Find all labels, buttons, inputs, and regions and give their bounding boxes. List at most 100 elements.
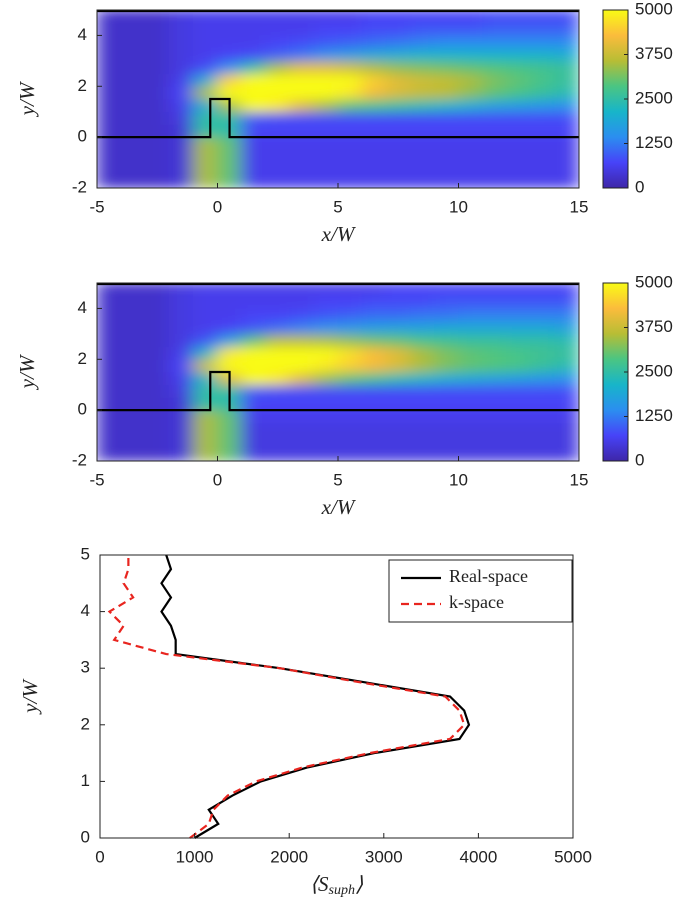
- heat-cell: [192, 162, 218, 176]
- heat-cell: [97, 435, 122, 449]
- heat-cell: [337, 149, 363, 164]
- heat-cell: [313, 384, 339, 398]
- heat-cell: [120, 307, 146, 322]
- heat-cell: [241, 10, 267, 24]
- heat-cell: [458, 149, 484, 164]
- heat-cell: [506, 149, 532, 164]
- heat-cell: [241, 358, 267, 373]
- heat-cell: [385, 47, 411, 62]
- heat-cell: [97, 358, 122, 373]
- colorbar-tick-label: 3750: [635, 44, 673, 63]
- heat-cell: [506, 371, 532, 386]
- heat-cell: [265, 22, 291, 36]
- heat-cell: [458, 358, 484, 373]
- y-tick-label: 4: [78, 25, 87, 44]
- heat-cell: [168, 320, 194, 335]
- heat-cell: [217, 85, 243, 100]
- x-axis-label: x/W: [321, 222, 357, 246]
- heat-cell: [361, 73, 387, 87]
- heat-cell: [265, 295, 291, 309]
- heat-cell: [530, 149, 556, 164]
- heat-cell: [361, 295, 387, 309]
- legend-label: k-space: [449, 592, 504, 612]
- heat-cell: [361, 174, 387, 188]
- heat-cell: [409, 283, 435, 297]
- heat-cell: [192, 333, 218, 348]
- heat-cell: [192, 283, 218, 297]
- x-tick-label: 0: [95, 847, 104, 866]
- heat-cell: [458, 371, 484, 386]
- heat-cell: [120, 123, 146, 138]
- heat-cell: [409, 422, 435, 437]
- heat-cell: [168, 346, 194, 360]
- heat-cell: [458, 136, 484, 151]
- heat-cell: [144, 162, 170, 176]
- heat-cell: [458, 85, 484, 100]
- heat-cell: [530, 47, 556, 62]
- axes-box: [96, 9, 580, 189]
- heat-cell: [506, 447, 532, 461]
- heat-cell: [482, 295, 508, 309]
- heat-cell: [144, 47, 170, 62]
- heat-cell: [433, 162, 459, 176]
- axes-box: [99, 554, 574, 839]
- heat-cell: [265, 384, 291, 398]
- heat-cell: [361, 447, 387, 461]
- heat-cell: [458, 422, 484, 437]
- heat-cell: [120, 111, 146, 125]
- heat-cell: [482, 136, 508, 151]
- heat-cell: [385, 60, 411, 75]
- heat-cell: [289, 447, 315, 461]
- heat-cell: [241, 422, 267, 437]
- geometry-outline: [97, 97, 579, 139]
- heat-cell: [144, 358, 170, 373]
- heat-cell: [409, 111, 435, 125]
- axes-box: [96, 282, 580, 462]
- y-tick-label: 0: [81, 827, 90, 846]
- heat-cell: [337, 22, 363, 36]
- heat-cell: [482, 435, 508, 449]
- heat-cell: [241, 435, 267, 449]
- heat-cell: [385, 320, 411, 335]
- heat-cell: [482, 447, 508, 461]
- heat-cell: [192, 111, 218, 125]
- heat-cell: [458, 283, 484, 297]
- heat-cell: [192, 307, 218, 322]
- heat-cell: [192, 295, 218, 309]
- heat-cell: [97, 111, 122, 125]
- heat-cell: [168, 307, 194, 322]
- heat-cell: [385, 447, 411, 461]
- heat-cell: [337, 123, 363, 138]
- heat-cell: [433, 371, 459, 386]
- x-tick-label: 3000: [365, 847, 403, 866]
- heat-cell: [506, 162, 532, 176]
- heat-cell: [97, 422, 122, 437]
- heat-cell: [409, 162, 435, 176]
- heat-cell: [458, 320, 484, 335]
- heat-cell: [409, 98, 435, 113]
- heat-cell: [265, 98, 291, 113]
- heat-cell: [144, 320, 170, 335]
- heat-cell: [144, 346, 170, 360]
- heat-cell: [554, 136, 579, 151]
- heat-cell: [168, 47, 194, 62]
- heat-cell: [337, 295, 363, 309]
- heat-cell: [337, 320, 363, 335]
- heat-cell: [217, 22, 243, 36]
- heat-cell: [385, 73, 411, 87]
- heat-cell: [433, 85, 459, 100]
- heat-cell: [361, 283, 387, 297]
- heat-cell: [120, 358, 146, 373]
- heat-cell: [241, 162, 267, 176]
- heatmap-cells: [97, 10, 579, 188]
- heat-cell: [120, 162, 146, 176]
- heat-cell: [554, 384, 579, 398]
- heat-cell: [385, 123, 411, 138]
- heat-cell: [409, 34, 435, 49]
- heat-cell: [554, 295, 579, 309]
- heat-cell: [120, 149, 146, 164]
- heat-cell: [458, 435, 484, 449]
- heat-cell: [168, 22, 194, 36]
- heat-cell: [530, 435, 556, 449]
